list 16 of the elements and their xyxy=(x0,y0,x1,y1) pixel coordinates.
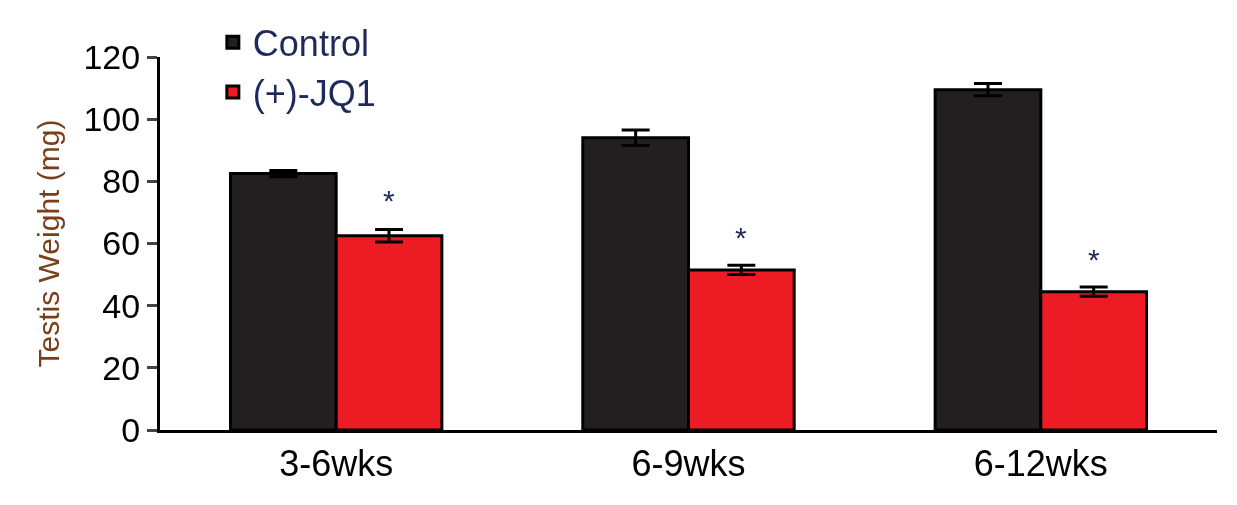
annotation: * xyxy=(1088,243,1100,276)
y-axis-title: Testis Weight (mg) xyxy=(32,119,66,368)
annotation: * xyxy=(383,184,395,217)
y-tick-label: 0 xyxy=(121,410,141,449)
annotation: * xyxy=(735,221,747,254)
y-tick-label: 20 xyxy=(102,348,141,387)
legend-label: (+)-JQ1 xyxy=(252,72,376,114)
x-tick-label: 6-9wks xyxy=(631,443,746,485)
x-tick-label: 6-12wks xyxy=(973,443,1108,485)
y-tick-label: 80 xyxy=(102,162,141,201)
y-tick-label: 60 xyxy=(102,224,141,263)
x-tick-label: 3-6wks xyxy=(279,443,394,485)
legend-label: Control xyxy=(252,23,369,65)
y-tick-label: 120 xyxy=(83,37,141,76)
y-tick-label: 40 xyxy=(102,286,141,325)
y-tick-label: 100 xyxy=(83,100,141,139)
